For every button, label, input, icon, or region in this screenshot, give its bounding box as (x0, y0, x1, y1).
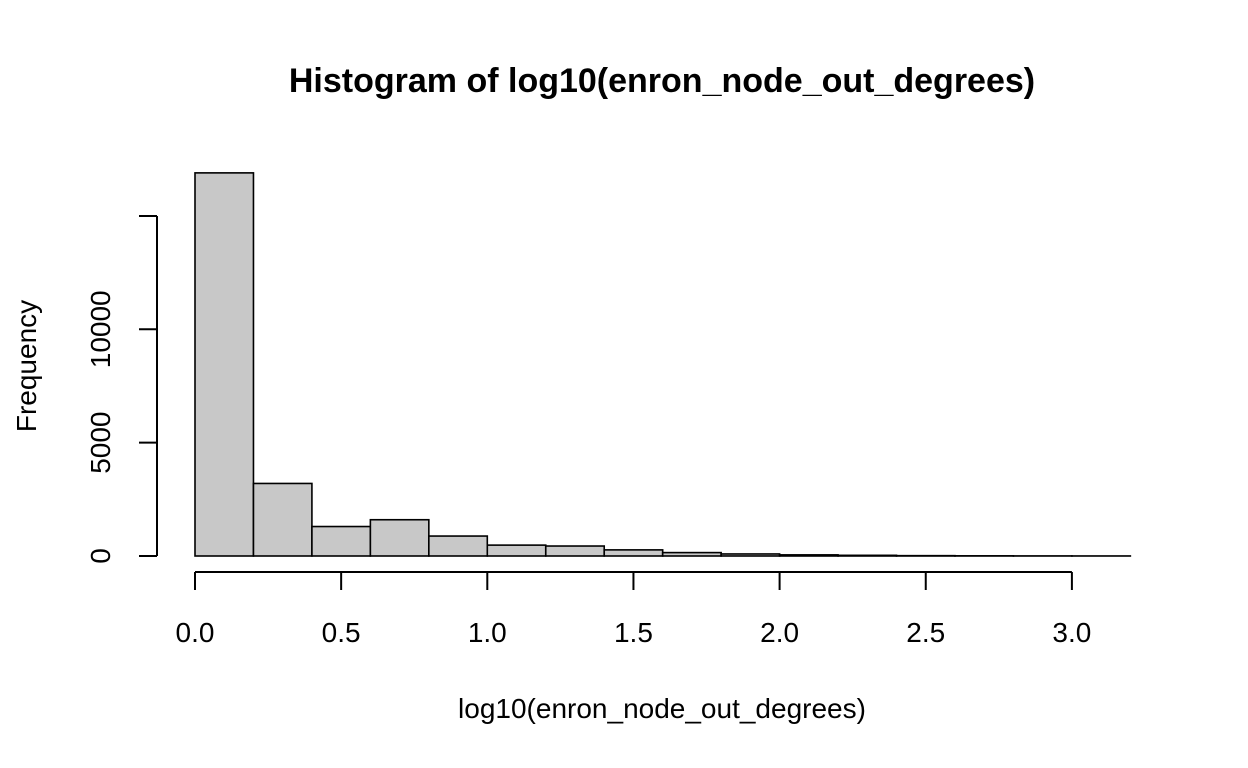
histogram-bar (311, 525, 372, 557)
y-axis-label: Frequency (11, 300, 42, 432)
histogram-bar (603, 549, 664, 557)
y-tick-label: 10000 (85, 290, 116, 368)
x-tick-label: 3.0 (1052, 617, 1091, 648)
x-tick-label: 2.0 (760, 617, 799, 648)
x-tick-label: 1.5 (614, 617, 653, 648)
x-axis: 0.0 0.5 1.0 1.5 2.0 2.5 3.0 (176, 571, 1091, 648)
histogram-bar (544, 545, 606, 557)
x-tick-label: 1.0 (468, 617, 507, 648)
y-tick-label: 5000 (85, 412, 116, 474)
y-axis: 0 5000 10000 (85, 214, 158, 564)
x-tick-label: 0.5 (322, 617, 361, 648)
histogram-bar (837, 554, 898, 557)
histogram-bar (252, 482, 313, 557)
histogram-bars (194, 172, 1132, 557)
histogram-bar (720, 553, 781, 557)
histogram-bar (369, 518, 430, 557)
x-axis-label: log10(enron_node_out_degrees) (458, 693, 866, 724)
x-tick-label: 0.0 (176, 617, 215, 648)
histogram-bar (661, 551, 722, 557)
x-tick-label: 2.5 (906, 617, 945, 648)
y-tick-label: 0 (85, 548, 116, 564)
histogram-bar (486, 544, 547, 557)
histogram-bar (194, 172, 255, 557)
chart-title: Histogram of log10(enron_node_out_degree… (289, 62, 1035, 100)
histogram-bar (428, 535, 489, 557)
histogram-bar (778, 554, 839, 557)
